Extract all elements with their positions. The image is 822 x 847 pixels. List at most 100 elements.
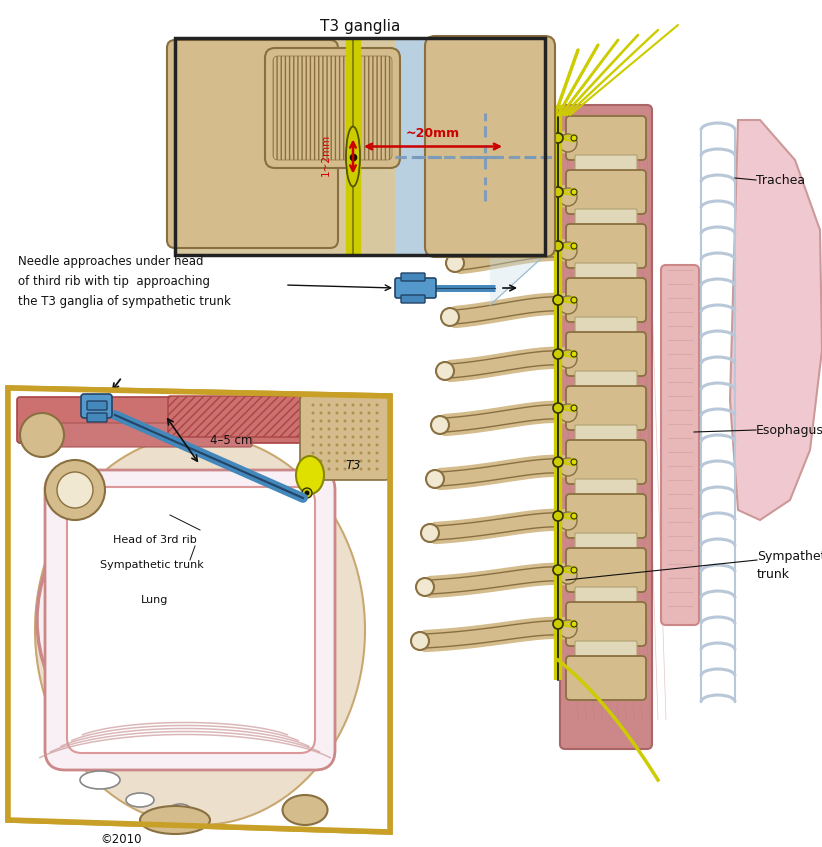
Circle shape xyxy=(312,460,315,462)
Ellipse shape xyxy=(35,435,365,825)
Text: ~20mm: ~20mm xyxy=(406,127,460,140)
Circle shape xyxy=(335,451,339,455)
Circle shape xyxy=(352,412,354,414)
Circle shape xyxy=(359,435,363,439)
Circle shape xyxy=(335,468,339,470)
FancyBboxPatch shape xyxy=(67,487,315,753)
Circle shape xyxy=(559,134,577,152)
Ellipse shape xyxy=(80,771,120,789)
Circle shape xyxy=(359,419,363,423)
Circle shape xyxy=(335,428,339,430)
Circle shape xyxy=(446,200,464,218)
Circle shape xyxy=(344,419,347,423)
Circle shape xyxy=(359,444,363,446)
Circle shape xyxy=(359,412,363,414)
FancyBboxPatch shape xyxy=(48,423,252,447)
Circle shape xyxy=(359,460,363,462)
FancyBboxPatch shape xyxy=(566,440,646,484)
Circle shape xyxy=(571,621,577,627)
Circle shape xyxy=(344,451,347,455)
Circle shape xyxy=(441,308,459,326)
FancyBboxPatch shape xyxy=(566,656,646,700)
Circle shape xyxy=(559,188,577,206)
Circle shape xyxy=(327,403,330,407)
FancyBboxPatch shape xyxy=(575,533,637,553)
Circle shape xyxy=(367,468,371,470)
Circle shape xyxy=(320,428,322,430)
Circle shape xyxy=(553,511,563,521)
Circle shape xyxy=(559,242,577,260)
Circle shape xyxy=(352,468,354,470)
Circle shape xyxy=(312,451,315,455)
Circle shape xyxy=(45,460,105,520)
Circle shape xyxy=(367,451,371,455)
Text: ©2010
MAYO: ©2010 MAYO xyxy=(100,833,141,847)
Circle shape xyxy=(376,451,378,455)
Circle shape xyxy=(312,403,315,407)
Text: 4–5 cm: 4–5 cm xyxy=(210,434,252,446)
FancyBboxPatch shape xyxy=(566,548,646,592)
Circle shape xyxy=(376,460,378,462)
Circle shape xyxy=(352,435,354,439)
Circle shape xyxy=(320,460,322,462)
Ellipse shape xyxy=(126,793,154,807)
Text: T2: T2 xyxy=(513,151,531,163)
Circle shape xyxy=(559,512,577,530)
FancyBboxPatch shape xyxy=(566,170,646,214)
FancyBboxPatch shape xyxy=(661,265,699,625)
Circle shape xyxy=(352,460,354,462)
Circle shape xyxy=(320,419,322,423)
FancyBboxPatch shape xyxy=(566,224,646,268)
Circle shape xyxy=(320,403,322,407)
FancyBboxPatch shape xyxy=(575,371,637,391)
Circle shape xyxy=(344,460,347,462)
FancyBboxPatch shape xyxy=(401,273,425,281)
Circle shape xyxy=(344,444,347,446)
Circle shape xyxy=(571,513,577,519)
FancyBboxPatch shape xyxy=(575,587,637,607)
Text: 1~2mm: 1~2mm xyxy=(321,133,331,175)
Circle shape xyxy=(553,187,563,197)
Polygon shape xyxy=(8,388,390,832)
Text: Head of 3rd rib: Head of 3rd rib xyxy=(113,535,197,545)
FancyBboxPatch shape xyxy=(566,332,646,376)
Circle shape xyxy=(302,488,312,498)
Circle shape xyxy=(312,428,315,430)
Circle shape xyxy=(553,241,563,251)
Circle shape xyxy=(376,403,378,407)
Circle shape xyxy=(359,451,363,455)
FancyBboxPatch shape xyxy=(575,263,637,283)
FancyBboxPatch shape xyxy=(566,494,646,538)
Circle shape xyxy=(571,459,577,465)
Circle shape xyxy=(327,412,330,414)
Circle shape xyxy=(312,412,315,414)
Circle shape xyxy=(327,468,330,470)
Circle shape xyxy=(327,435,330,439)
Circle shape xyxy=(344,428,347,430)
Circle shape xyxy=(312,468,315,470)
Circle shape xyxy=(312,435,315,439)
Circle shape xyxy=(344,412,347,414)
Polygon shape xyxy=(490,38,545,305)
FancyBboxPatch shape xyxy=(566,386,646,430)
Polygon shape xyxy=(730,120,822,520)
Circle shape xyxy=(571,189,577,195)
Circle shape xyxy=(335,460,339,462)
Circle shape xyxy=(327,428,330,430)
Circle shape xyxy=(335,435,339,439)
Text: T3: T3 xyxy=(345,458,361,472)
Bar xyxy=(175,38,545,255)
FancyBboxPatch shape xyxy=(300,395,390,480)
Text: Trachea: Trachea xyxy=(756,174,805,186)
Circle shape xyxy=(411,632,429,650)
Circle shape xyxy=(421,524,439,542)
FancyBboxPatch shape xyxy=(566,116,646,160)
Circle shape xyxy=(553,349,563,359)
Circle shape xyxy=(327,451,330,455)
Circle shape xyxy=(320,435,322,439)
Text: Esophagus: Esophagus xyxy=(756,424,822,436)
Circle shape xyxy=(352,451,354,455)
Circle shape xyxy=(416,578,434,596)
FancyBboxPatch shape xyxy=(425,36,555,257)
Circle shape xyxy=(344,468,347,470)
